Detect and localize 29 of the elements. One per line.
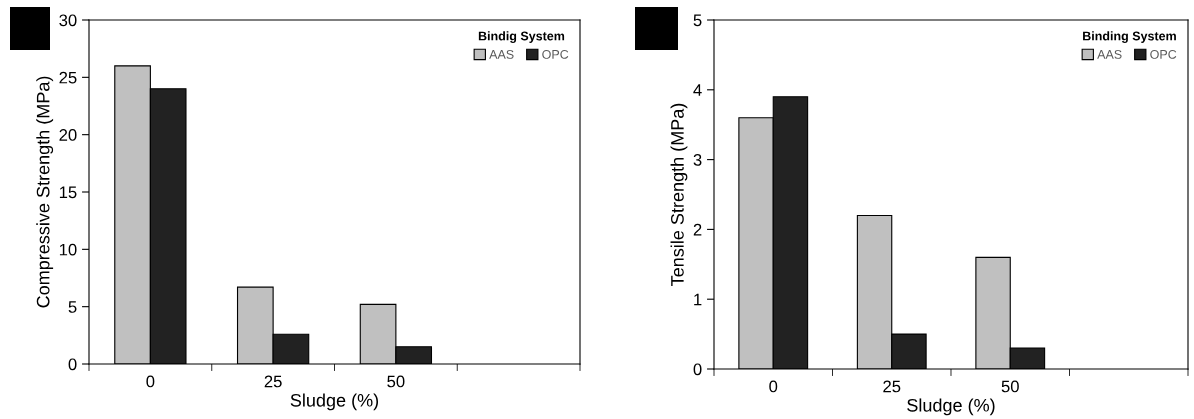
y-tick-label: 3 [693, 154, 702, 166]
y-tick-label: 0 [68, 358, 77, 371]
legend-label: OPC [542, 49, 569, 59]
x-tick-label: 0 [146, 375, 155, 388]
x-tick-label: 50 [1001, 380, 1019, 393]
y-tick-label: 0 [693, 363, 702, 376]
y-tick-label: 4 [693, 84, 702, 96]
legend-title: Binding System [1083, 31, 1176, 43]
y-tick-label: 1 [694, 293, 702, 306]
y-tick-label: 30 [59, 14, 77, 27]
x-tick-label: 0 [769, 380, 778, 393]
y-tick-label: 2 [693, 223, 702, 236]
y-axis-title: Compressive Strength (MPa) [36, 76, 54, 308]
x-tick-label: 50 [387, 375, 405, 388]
x-axis-title: Sludge (%) [907, 398, 995, 416]
y-axis-title: Tensile Strength (MPa) [670, 103, 688, 286]
y-tick-label: 15 [59, 186, 77, 199]
legend-label: OPC [1150, 49, 1177, 59]
legend-label: AAS [489, 49, 514, 59]
y-tick-label: 5 [68, 301, 77, 313]
x-tick-label: 25 [264, 375, 282, 388]
y-tick-label: 5 [693, 14, 702, 27]
y-tick-label: 25 [59, 71, 77, 84]
x-axis-title: Sludge (%) [290, 393, 379, 411]
legend-label: AAS [1097, 49, 1122, 59]
y-tick-label: 20 [59, 129, 77, 141]
x-tick-label: 25 [883, 380, 901, 393]
legend-title: Bindig System [478, 31, 565, 43]
y-tick-label: 10 [59, 243, 77, 256]
